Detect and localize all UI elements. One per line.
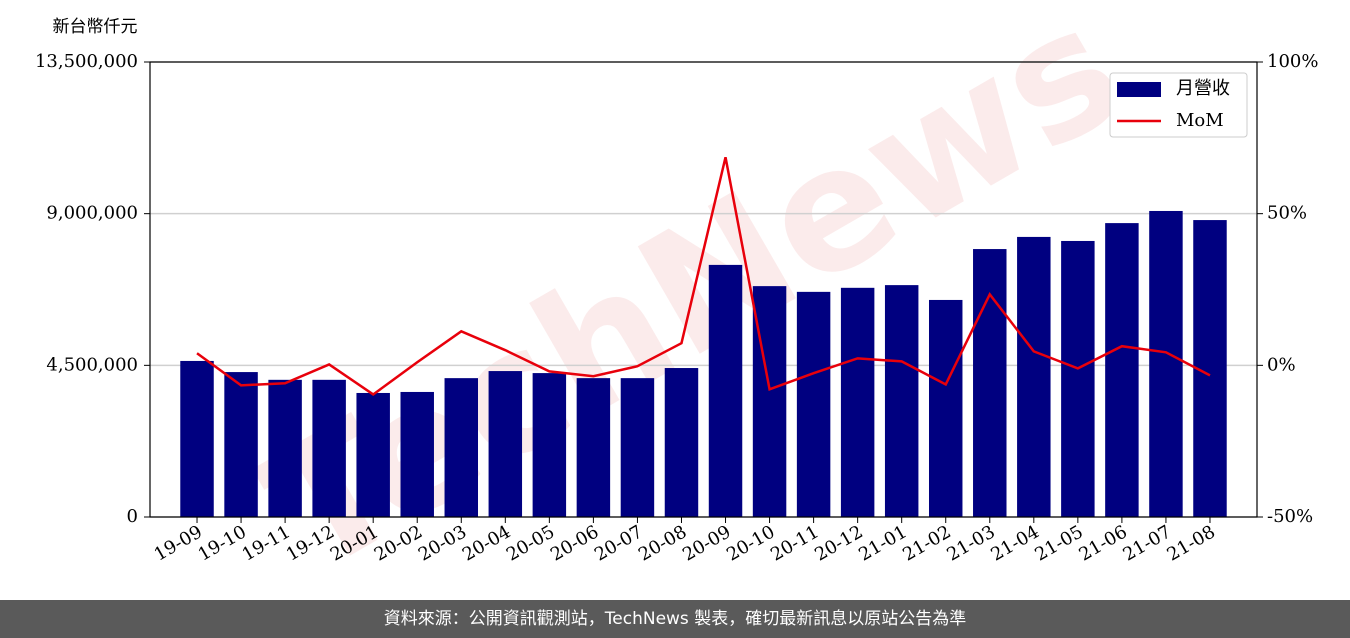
bar bbox=[1149, 210, 1183, 517]
bar bbox=[356, 392, 390, 517]
x-tick-label: 21-05 bbox=[1031, 521, 1086, 565]
bar bbox=[752, 286, 787, 517]
x-tick-label: 21-07 bbox=[1119, 521, 1174, 565]
bar bbox=[488, 371, 523, 517]
legend-swatch bbox=[1117, 82, 1161, 97]
x-tick-label: 20-12 bbox=[811, 521, 866, 565]
x-tick-label: 20-10 bbox=[723, 521, 778, 565]
x-tick-label: 19-09 bbox=[151, 521, 206, 565]
y2-tick-label: 0% bbox=[1267, 354, 1296, 375]
bar bbox=[620, 378, 655, 517]
bar bbox=[1017, 236, 1051, 517]
bar bbox=[840, 287, 875, 517]
bar bbox=[664, 368, 699, 517]
x-tick-label: 21-08 bbox=[1164, 521, 1219, 565]
x-tick-label: 21-03 bbox=[943, 521, 998, 565]
x-tick-label: 21-02 bbox=[899, 521, 954, 565]
bar bbox=[268, 379, 302, 517]
y2-tick-label: 50% bbox=[1267, 203, 1307, 224]
bar bbox=[180, 360, 214, 517]
y2-tick-label: 100% bbox=[1267, 51, 1318, 72]
x-tick-label: 20-06 bbox=[547, 521, 602, 565]
bar bbox=[796, 291, 831, 517]
chart: 新台幣仟元 TechNews 04,500,0009,000,00013,500… bbox=[35, 0, 1319, 612]
y-tick-label: 0 bbox=[127, 506, 138, 527]
x-tick-label: 21-01 bbox=[855, 521, 910, 565]
bar bbox=[444, 378, 479, 517]
y-tick-label: 4,500,000 bbox=[46, 354, 138, 375]
bar bbox=[708, 264, 743, 517]
x-tick-label: 20-07 bbox=[591, 521, 646, 565]
legend-label: 月營收 bbox=[1176, 78, 1230, 99]
x-tick-label: 20-09 bbox=[679, 521, 734, 565]
bar bbox=[884, 285, 919, 517]
bar bbox=[312, 379, 346, 517]
y2-tick-label: -50% bbox=[1267, 506, 1313, 527]
bar bbox=[928, 299, 963, 517]
x-tick-label: 21-06 bbox=[1075, 521, 1130, 565]
bar bbox=[1061, 240, 1095, 517]
x-tick-label: 19-10 bbox=[195, 521, 250, 565]
line bbox=[196, 156, 1211, 396]
bar bbox=[224, 372, 258, 517]
x-tick-label: 20-08 bbox=[635, 521, 690, 565]
x-tick-label: 19-11 bbox=[239, 521, 294, 565]
bar bbox=[576, 378, 611, 517]
axes-frame bbox=[149, 61, 1258, 518]
x-tick-label: 20-11 bbox=[767, 521, 822, 565]
bar bbox=[400, 391, 434, 517]
bar bbox=[1105, 223, 1139, 517]
y-tick-label: 13,500,000 bbox=[35, 51, 138, 72]
legend-label: MoM bbox=[1176, 110, 1224, 131]
y-tick-label: 9,000,000 bbox=[46, 203, 138, 224]
footer: 資料來源：公開資訊觀測站，TechNews 製表，確切最新訊息以原站公告為準 bbox=[0, 600, 1350, 638]
x-tick-label: 20-05 bbox=[503, 521, 558, 565]
x-tick-label: 21-04 bbox=[987, 521, 1042, 565]
bar bbox=[532, 373, 567, 517]
bar bbox=[973, 249, 1007, 518]
y-axis-label: 新台幣仟元 bbox=[53, 17, 138, 37]
